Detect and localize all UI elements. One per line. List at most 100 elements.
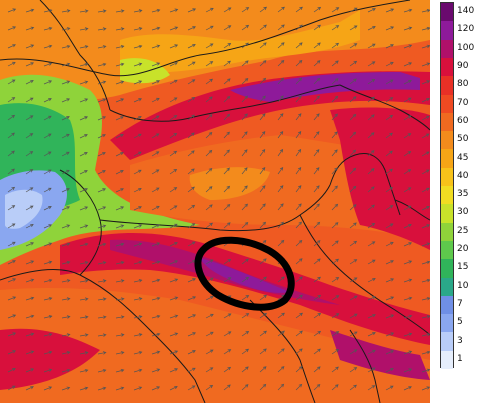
wind-arrow: [79, 368, 89, 373]
wind-arrow: [151, 386, 161, 391]
wind-arrow: [61, 368, 71, 373]
legend-label: 70: [457, 97, 469, 108]
wind-arrow: [331, 131, 338, 139]
wind-arrow: [61, 242, 71, 247]
wind-arrow: [7, 150, 15, 157]
wind-arrow: [295, 203, 302, 211]
wind-arrow: [241, 24, 250, 31]
wind-arrow: [259, 6, 268, 13]
wind-arrow: [205, 349, 214, 355]
wind-arrow: [295, 348, 303, 355]
wind-arrow: [313, 294, 322, 301]
wind-arrow: [169, 278, 179, 283]
wind-arrow: [169, 132, 178, 139]
wind-arrow: [133, 169, 142, 175]
wind-arrow: [259, 383, 267, 391]
wind-arrow: [349, 222, 357, 229]
wind-arrow: [241, 295, 250, 301]
wind-arrow: [349, 113, 357, 121]
wind-arrow: [277, 6, 285, 13]
wind-arrow: [43, 187, 52, 193]
wind-arrow: [313, 24, 321, 31]
wind-arrow: [349, 185, 357, 193]
wind-arrow: [205, 204, 213, 211]
plain-lighter-patch: [189, 167, 270, 200]
legend-swatch: [441, 240, 453, 260]
wind-arrow: [367, 79, 376, 85]
wind-arrow: [43, 169, 52, 175]
wind-arrow: [61, 188, 70, 193]
wind-arrow: [385, 332, 395, 337]
north-lime-patch: [120, 58, 170, 84]
wind-arrow: [223, 167, 230, 175]
wind-arrow: [25, 133, 34, 139]
wind-arrow: [187, 26, 196, 31]
wind-arrow: [169, 296, 179, 301]
wind-arrow: [277, 166, 284, 175]
annotation-ellipse: [194, 236, 295, 311]
wind-arrow: [385, 350, 395, 355]
wind-arrow: [403, 314, 413, 319]
wind-arrow: [25, 332, 35, 337]
wind-arrow: [169, 385, 178, 391]
wind-arrow: [331, 222, 339, 229]
wind-arrow: [367, 296, 376, 301]
wind-arrow: [97, 351, 107, 355]
wind-arrow: [43, 151, 52, 157]
wind-arrow: [223, 313, 232, 319]
wind-arrow: [79, 9, 89, 13]
wind-arrow: [223, 222, 231, 229]
legend-swatch: [441, 259, 453, 278]
wind-arrow: [115, 261, 125, 265]
alpine-strong-band: [110, 71, 430, 160]
wind-arrow: [187, 385, 196, 391]
wind-arrow: [187, 204, 196, 211]
wind-arrow: [277, 113, 284, 121]
wind-arrow: [403, 205, 412, 211]
wind-arrow: [385, 223, 394, 229]
wind-arrow: [115, 27, 125, 31]
wind-arrow: [367, 204, 375, 211]
wind-arrow: [223, 78, 231, 85]
wind-arrow: [223, 185, 231, 193]
wind-arrow: [133, 315, 143, 319]
wind-arrow: [61, 297, 71, 301]
wind-arrow: [295, 276, 303, 283]
wind-arrow: [133, 133, 142, 139]
wind-arrow: [403, 296, 413, 301]
wind-arrow: [97, 27, 107, 31]
wind-arrow: [277, 203, 284, 211]
wind-arrow: [403, 332, 413, 337]
legend-label: 80: [457, 79, 469, 90]
wind-arrow: [241, 167, 248, 175]
wind-arrow: [313, 6, 322, 13]
wind-arrow: [115, 98, 125, 103]
wind-arrow: [331, 366, 339, 373]
wind-arrow: [7, 44, 16, 49]
wind-arrow: [295, 77, 303, 85]
legend-label: 50: [457, 134, 469, 145]
wind-arrow: [349, 131, 357, 139]
wind-arrow: [313, 185, 320, 193]
wind-arrow: [331, 348, 340, 355]
wind-arrow: [241, 221, 249, 229]
wind-arrow: [223, 277, 232, 283]
legend-swatch: [441, 314, 453, 333]
wind-arrow: [97, 206, 107, 211]
wind-arrow: [25, 97, 34, 103]
wind-arrow: [259, 203, 266, 211]
wind-arrow: [43, 98, 52, 103]
wind-arrow: [79, 386, 89, 391]
wind-arrow: [43, 9, 53, 13]
wind-arrow: [259, 60, 267, 67]
apennine-peak-core: [200, 258, 290, 293]
wind-arrow: [313, 330, 322, 337]
wind-arrow: [43, 80, 53, 85]
wind-arrow: [61, 260, 71, 265]
wind-arrow: [367, 96, 375, 103]
wind-arrow: [25, 8, 35, 13]
wind-arrow: [169, 168, 178, 175]
wind-arrow: [151, 8, 161, 13]
wind-arrow: [151, 133, 160, 139]
wind-arrow: [205, 7, 214, 13]
